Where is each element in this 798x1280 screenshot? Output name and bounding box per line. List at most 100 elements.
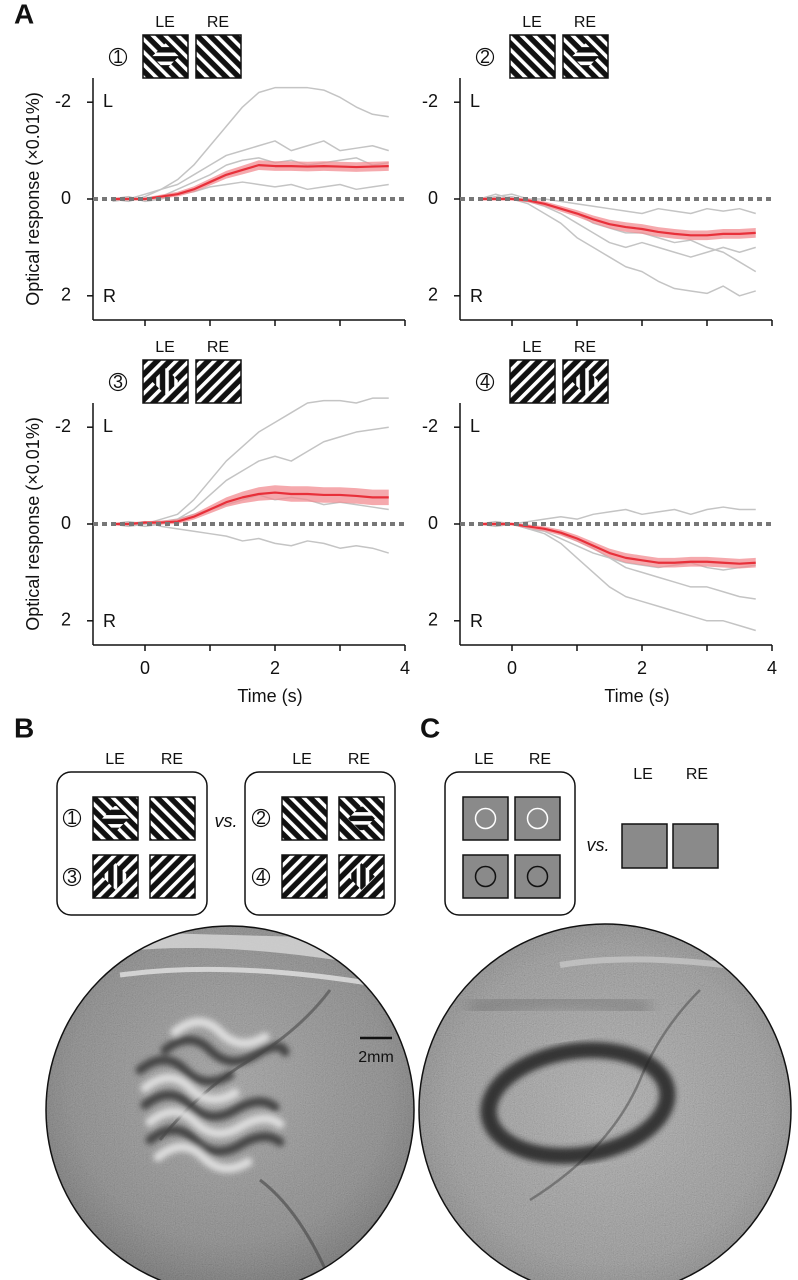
y-tick-label: -2 [55, 416, 71, 436]
condition-circle [62, 808, 82, 828]
stimulus-square [281, 854, 328, 899]
trace-line [479, 506, 756, 525]
condition-circle [108, 47, 128, 67]
trace-line [479, 523, 756, 632]
trace-line [479, 193, 756, 297]
error-band [112, 160, 389, 201]
trace-line [112, 397, 389, 528]
condition-number: 2 [480, 47, 490, 67]
brain-map [46, 926, 414, 1280]
annotation: R [103, 611, 116, 631]
x-tick-label: 0 [140, 658, 150, 678]
stimulus-square [149, 854, 196, 899]
vs-label: vs. [214, 811, 237, 831]
y-tick-label: -2 [422, 416, 438, 436]
y-tick-label: 0 [428, 513, 438, 533]
x-tick-label: 0 [507, 658, 517, 678]
trace-line [112, 140, 389, 200]
y-tick-label: 2 [61, 285, 71, 305]
y-tick-label: 0 [61, 513, 71, 533]
stimulus-group: 1 3 2 4 [62, 796, 385, 899]
panel-letter: C [420, 712, 440, 743]
stimulus-square [195, 34, 242, 79]
condition-circle [475, 47, 495, 67]
error-band [112, 485, 389, 526]
condition-number: 3 [113, 372, 123, 392]
condition-number: 3 [67, 867, 77, 887]
x-axis-label: Time (s) [604, 686, 669, 706]
scale-label: 2mm [358, 1049, 394, 1066]
x-tick-label: 4 [767, 658, 777, 678]
panel-letter: A [14, 0, 34, 29]
condition-circle [108, 372, 128, 392]
stimulus-square [562, 359, 609, 404]
panel-letter: B [14, 712, 34, 743]
brain-outline [45, 925, 415, 1280]
condition-number: 1 [113, 47, 123, 67]
y-tick-label: -2 [55, 91, 71, 111]
condition-circle [251, 808, 271, 828]
eye-label: LE [155, 339, 175, 356]
eye-label: RE [529, 751, 551, 768]
annotation: R [470, 611, 483, 631]
eye-label: RE [686, 766, 708, 783]
y-tick-label: 0 [428, 188, 438, 208]
eye-label: RE [161, 751, 183, 768]
trace-line [112, 426, 389, 528]
mean-line [479, 522, 756, 565]
annotation: L [470, 416, 480, 436]
stimulus-square [149, 796, 196, 841]
stimulus-group [462, 796, 719, 899]
trace-line [479, 523, 756, 571]
annotation: R [103, 286, 116, 306]
eye-label: LE [633, 766, 653, 783]
stimulus-square [509, 359, 556, 404]
y-tick-label: 0 [61, 188, 71, 208]
chart-grid: -2 0 2 Optical response (×0.01%) L R 1 LE RE -2 0 2… [23, 14, 777, 706]
x-axis-label: Time (s) [237, 686, 302, 706]
stimulus-square [509, 34, 556, 79]
condition-number: 1 [67, 808, 77, 828]
eye-label: RE [574, 339, 596, 356]
trace-line [112, 520, 389, 554]
y-axis-label: Optical response (×0.01%) [23, 92, 43, 306]
stimulus-patch [152, 43, 179, 70]
eye-label: LE [522, 339, 542, 356]
eye-label: RE [574, 14, 596, 31]
brain-outline [418, 923, 792, 1280]
mean-line [112, 164, 389, 201]
condition-number: 2 [256, 808, 266, 828]
eye-label: LE [474, 751, 494, 768]
y-axis-label: Optical response (×0.01%) [23, 417, 43, 631]
vs-label: vs. [586, 835, 609, 855]
condition-number: 4 [480, 372, 490, 392]
x-tick-label: 4 [400, 658, 410, 678]
stimulus-square [195, 359, 242, 404]
error-band [479, 197, 756, 241]
annotation: L [103, 91, 113, 111]
eye-label: LE [155, 14, 175, 31]
condition-circle [62, 867, 82, 887]
annotation: R [470, 286, 483, 306]
y-tick-label: 2 [61, 610, 71, 630]
y-tick-label: -2 [422, 91, 438, 111]
condition-number: 4 [256, 867, 266, 887]
condition-circle [475, 372, 495, 392]
stimulus-square [281, 796, 328, 841]
condition-box [244, 771, 396, 916]
x-tick-label: 2 [637, 658, 647, 678]
condition-box [444, 771, 576, 916]
eye-label: RE [348, 751, 370, 768]
y-tick-label: 2 [428, 610, 438, 630]
y-tick-label: 2 [428, 285, 438, 305]
eye-label: LE [105, 751, 125, 768]
condition-circle [251, 867, 271, 887]
brain-map [419, 924, 791, 1280]
trace-line [112, 86, 389, 203]
x-tick-label: 2 [270, 658, 280, 678]
eye-label: LE [522, 14, 542, 31]
annotation: L [103, 416, 113, 436]
eye-label: LE [292, 751, 312, 768]
